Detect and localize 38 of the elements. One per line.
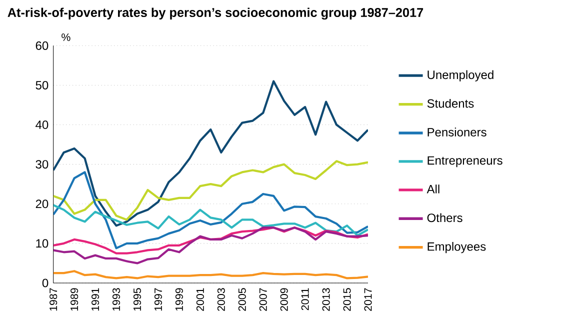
x-tick-label: 2011 xyxy=(301,288,309,310)
y-tick-label: 50 xyxy=(36,80,48,90)
x-tick-label: 1995 xyxy=(133,288,142,311)
legend-label: Unemployed xyxy=(428,70,494,82)
legend-label: Students xyxy=(427,98,474,108)
x-tick-label: 1989 xyxy=(70,288,78,311)
line-series xyxy=(53,80,368,227)
x-tick-label: 2001 xyxy=(196,288,204,311)
legend-label: All xyxy=(426,184,440,194)
x-tick-label: 2015 xyxy=(343,288,351,311)
line-series xyxy=(53,226,368,254)
x-tick-label: 1997 xyxy=(154,288,162,311)
y-axis-title: % xyxy=(62,33,70,41)
chart-title: At-risk-of-poverty rates by person’s socioeconomic group 1987–2017 xyxy=(8,8,424,20)
y-tick-label: 10 xyxy=(36,239,48,248)
legend-label: Others xyxy=(427,213,462,222)
legend-label: Entrepreneurs xyxy=(428,156,502,168)
x-tick-label: 1987 xyxy=(50,288,58,311)
x-tick-label: 1993 xyxy=(112,288,120,311)
x-tick-label: 2017 xyxy=(364,288,372,311)
legend-label: Employees xyxy=(428,242,486,254)
x-tick-label: 2009 xyxy=(280,288,288,311)
x-tick-label: 2003 xyxy=(217,288,225,311)
y-tick-label: 20 xyxy=(36,200,48,208)
x-tick-label: 2005 xyxy=(238,288,246,311)
line-series xyxy=(53,160,368,221)
y-tick-label: 30 xyxy=(36,160,48,169)
legend-label: Pensioners xyxy=(428,128,486,136)
y-tick-label: 40 xyxy=(36,120,48,130)
x-tick-label: 2013 xyxy=(322,288,330,311)
x-tick-label: 1999 xyxy=(175,288,183,311)
line-series xyxy=(53,204,368,237)
y-tick-label: 60 xyxy=(36,41,48,50)
x-tick-label: 2007 xyxy=(259,288,267,311)
line-series xyxy=(53,171,368,250)
y-tick-label: 0 xyxy=(42,278,48,288)
line-series xyxy=(53,226,368,264)
x-tick-label: 1991 xyxy=(92,288,100,311)
